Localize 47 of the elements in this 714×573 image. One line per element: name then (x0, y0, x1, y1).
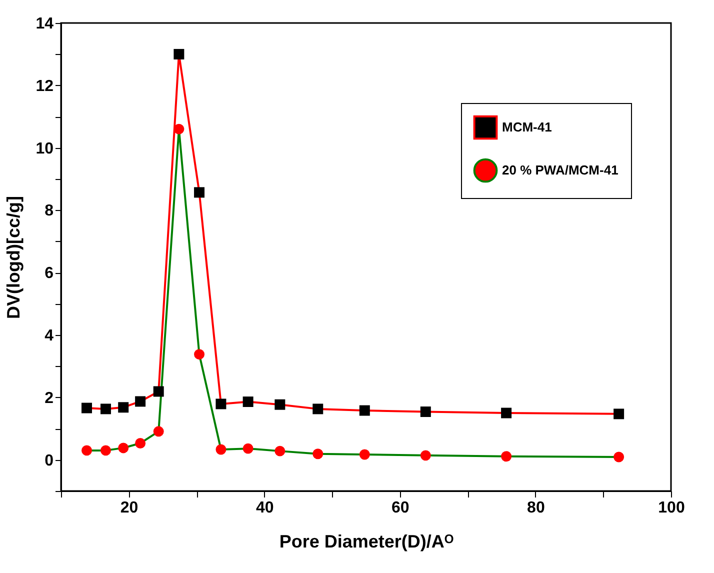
point (153, 426, 164, 437)
point (100, 404, 111, 414)
point (216, 398, 226, 410)
point (174, 48, 184, 60)
legend-label: MCM-41 (502, 120, 552, 134)
point (312, 404, 324, 414)
point (82, 445, 92, 456)
point (118, 442, 129, 454)
point (100, 445, 111, 456)
y-tick-label: 0 (44, 452, 54, 470)
point (242, 443, 254, 454)
y-tick-label: 4 (44, 328, 54, 344)
x-tick-label: 20 (120, 500, 138, 516)
point (135, 438, 146, 448)
point (501, 451, 512, 462)
y-tick-label: 10 (36, 140, 54, 158)
point (118, 402, 129, 413)
x-tick-label: 40 (256, 500, 274, 516)
y-tick-label: 8 (44, 202, 54, 220)
point (242, 396, 254, 408)
point (194, 349, 205, 360)
point (194, 187, 205, 198)
point (420, 450, 431, 461)
point (359, 449, 370, 460)
legend-label: 20 % PWA/MCM-41 (502, 162, 618, 178)
point (420, 406, 431, 417)
point (501, 408, 512, 418)
point (274, 399, 286, 410)
point (216, 444, 226, 455)
point (614, 408, 624, 420)
y-tick-label: 6 (44, 265, 54, 282)
point (359, 405, 370, 416)
point (135, 396, 146, 407)
x-tick-label: 80 (527, 500, 545, 516)
y-tick-label: 14 (36, 16, 54, 32)
point (174, 124, 184, 134)
point (274, 446, 286, 456)
y-axis-title: DV(logd)[cc/g] (4, 196, 24, 319)
point (312, 448, 324, 460)
point (614, 452, 624, 462)
point (82, 402, 92, 414)
x-axis-title: Pore Diameter(D)/Aᴼ (279, 532, 454, 552)
y-tick-label: 12 (36, 78, 54, 95)
x-tick-label: 60 (391, 500, 410, 516)
x-tick-label: 100 (658, 500, 685, 516)
y-tick-label: 2 (44, 390, 54, 407)
point (153, 386, 164, 397)
